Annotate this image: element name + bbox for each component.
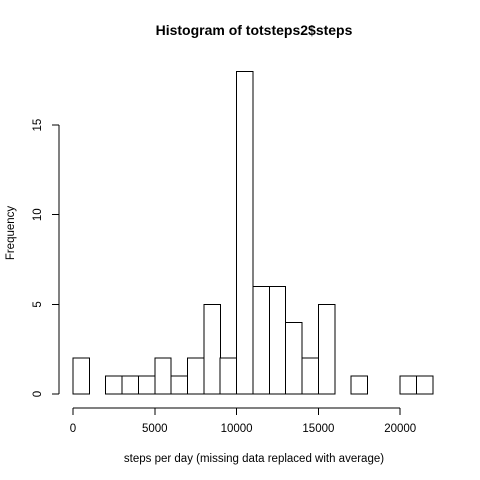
x-axis-label: steps per day (missing data replaced wit…: [124, 453, 384, 465]
x-tick-label: 0: [70, 423, 76, 435]
histogram-bar: [137, 375, 156, 395]
x-tick-label: 20000: [384, 423, 416, 435]
y-tick-label: 5: [32, 301, 44, 307]
histogram-bar: [219, 357, 238, 395]
x-axis: 0 5000 10000 15000 20000: [70, 407, 416, 435]
histogram-bar: [285, 321, 303, 395]
y-axis-label: Frequency: [5, 206, 17, 261]
histogram-bar: [72, 357, 90, 395]
histogram-bar: [268, 285, 287, 395]
y-tick-label: 15: [32, 119, 44, 132]
histogram-bar: [170, 375, 189, 395]
histogram-bar: [350, 375, 369, 395]
histogram-bar: [187, 357, 205, 395]
chart-title: Histogram of totsteps2$steps: [156, 22, 353, 38]
histogram-bar: [121, 375, 139, 395]
y-tick-label: 10: [32, 208, 44, 221]
histogram-bar: [203, 303, 221, 395]
histogram-bar: [252, 285, 270, 395]
y-tick-label: 0: [32, 391, 44, 397]
x-tick-label: 15000: [302, 423, 334, 435]
histogram-bar: [317, 303, 336, 395]
x-tick-label: 5000: [142, 423, 168, 435]
histogram-bar: [301, 357, 319, 395]
histogram-bar: [399, 375, 418, 395]
x-tick-label: 10000: [221, 423, 253, 435]
histogram-bar: [236, 70, 254, 395]
bars-group: [72, 70, 434, 395]
histogram-bar: [416, 375, 434, 395]
y-axis: 0 5 10 15: [32, 119, 60, 397]
histogram-bar: [105, 375, 123, 395]
histogram-bar: [154, 357, 172, 395]
